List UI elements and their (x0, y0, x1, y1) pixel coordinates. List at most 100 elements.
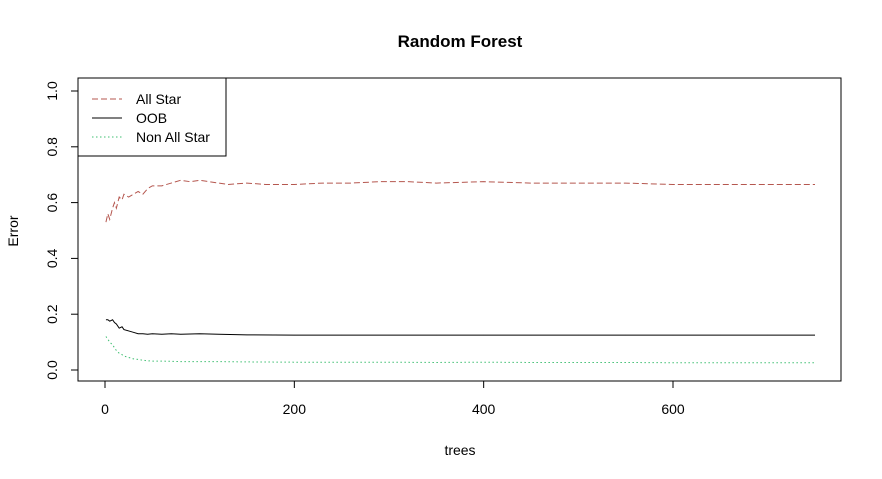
legend-box (77, 77, 227, 157)
data-point (147, 188, 148, 189)
x-axis: 0 200 400 600 (101, 380, 685, 417)
data-point (388, 335, 389, 336)
data-point (133, 332, 134, 333)
data-point (109, 321, 110, 322)
data-point (483, 362, 484, 363)
data-point (190, 181, 191, 182)
data-point (123, 194, 124, 195)
x-axis-label: trees (444, 442, 475, 458)
data-point (128, 196, 129, 197)
data-point (625, 335, 626, 336)
data-point (109, 219, 110, 220)
data-point (180, 180, 181, 181)
y-tick-label: 0.0 (44, 360, 60, 380)
data-point (180, 334, 181, 335)
series-line (105, 179, 815, 223)
data-point (294, 184, 295, 185)
data-point (121, 326, 122, 327)
data-point (114, 202, 115, 203)
data-point (128, 357, 129, 358)
data-point (112, 319, 113, 320)
data-point (112, 344, 113, 345)
y-axis-label: Error (5, 215, 21, 246)
data-point (142, 333, 143, 334)
data-point (199, 180, 200, 181)
series-line (105, 319, 815, 336)
data-point (209, 181, 210, 182)
data-point (107, 319, 108, 320)
data-point (483, 335, 484, 336)
data-point (121, 354, 122, 355)
data-point (199, 333, 200, 334)
data-point (105, 222, 106, 223)
data-point (107, 213, 108, 214)
data-point (152, 333, 153, 334)
x-tick-label: 200 (283, 401, 307, 417)
data-point (218, 182, 219, 183)
x-tick-label: 600 (661, 401, 685, 417)
data-point (119, 328, 120, 329)
data-point (105, 319, 106, 320)
data-point (341, 335, 342, 336)
chart-title: Random Forest (398, 32, 523, 51)
data-point (112, 208, 113, 209)
data-point (578, 182, 579, 183)
data-point (720, 335, 721, 336)
data-point (625, 182, 626, 183)
data-point (814, 184, 815, 185)
data-point (436, 182, 437, 183)
data-point (119, 196, 120, 197)
data-point (672, 362, 673, 363)
data-point (199, 361, 200, 362)
data-point (171, 333, 172, 334)
data-point (379, 181, 380, 182)
data-point (133, 194, 134, 195)
data-point (138, 333, 139, 334)
data-point (142, 360, 143, 361)
data-point (814, 335, 815, 336)
data-point (147, 334, 148, 335)
series-oob (105, 319, 815, 336)
data-point (351, 182, 352, 183)
series-layer (105, 179, 815, 364)
data-point (767, 335, 768, 336)
x-tick-label: 0 (101, 401, 109, 417)
data-point (128, 330, 129, 331)
data-point (767, 184, 768, 185)
data-point (265, 184, 266, 185)
data-point (107, 339, 108, 340)
y-tick-label: 0.2 (44, 304, 60, 324)
data-point (152, 360, 153, 361)
data-point (246, 334, 247, 335)
data-point (814, 362, 815, 363)
data-point (436, 362, 437, 363)
data-point (116, 323, 117, 324)
legend: All Star OOB Non All Star (77, 77, 227, 157)
data-point (672, 335, 673, 336)
data-point (530, 362, 531, 363)
data-point (133, 358, 134, 359)
data-point (109, 342, 110, 343)
data-point (530, 335, 531, 336)
data-point (138, 191, 139, 192)
data-point (171, 361, 172, 362)
data-point (142, 194, 143, 195)
data-point (218, 334, 219, 335)
data-point (138, 359, 139, 360)
data-point (227, 184, 228, 185)
data-point (180, 361, 181, 362)
data-point (767, 362, 768, 363)
data-point (294, 362, 295, 363)
data-point (720, 362, 721, 363)
series-all-star (105, 179, 815, 223)
data-point (161, 185, 162, 186)
legend-label: OOB (136, 110, 167, 126)
data-point (530, 182, 531, 183)
data-point (105, 336, 106, 337)
data-point (625, 362, 626, 363)
data-point (123, 329, 124, 330)
data-point (161, 360, 162, 361)
data-point (578, 362, 579, 363)
